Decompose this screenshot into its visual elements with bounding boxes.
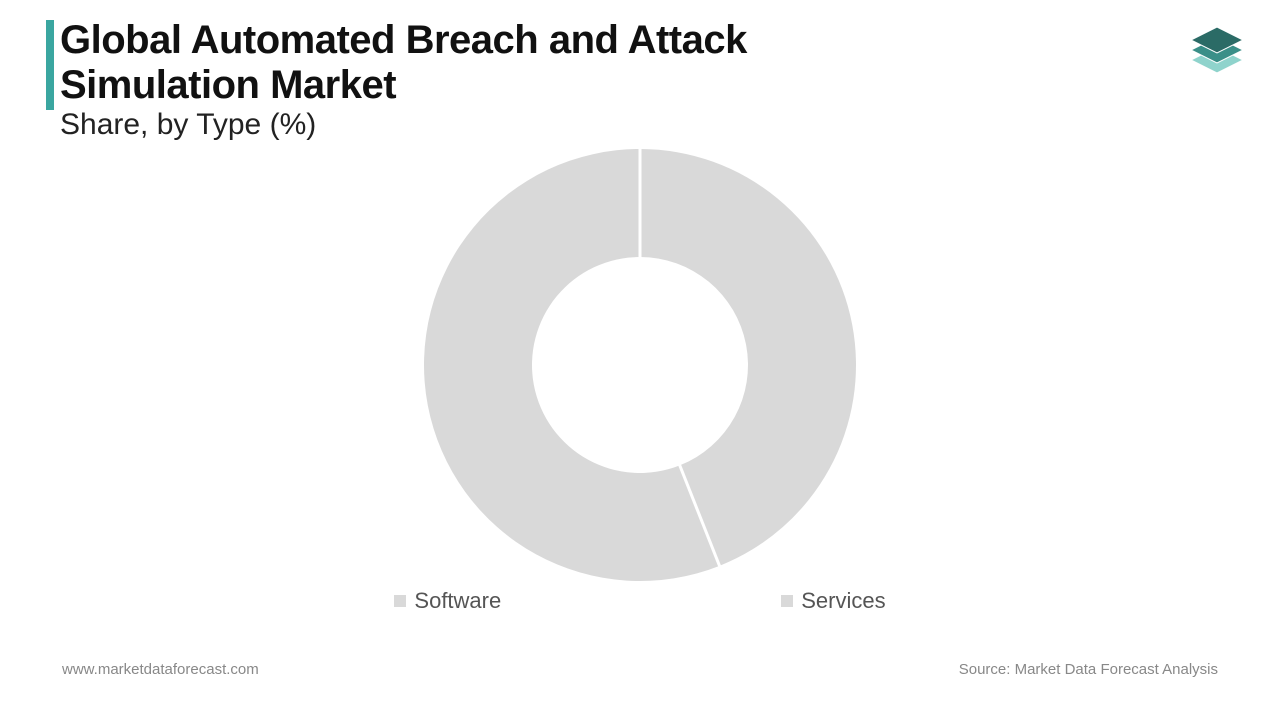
legend-item-services: Services bbox=[781, 588, 885, 614]
title-block: Global Automated Breach and Attack Simul… bbox=[46, 18, 747, 142]
legend-item-software: Software bbox=[394, 588, 501, 614]
legend-swatch-icon bbox=[781, 595, 793, 607]
legend-label: Services bbox=[801, 588, 885, 614]
title-line-1: Global Automated Breach and Attack bbox=[60, 18, 747, 62]
donut-chart bbox=[0, 145, 1280, 585]
page-title: Global Automated Breach and Attack Simul… bbox=[46, 18, 747, 108]
legend-swatch-icon bbox=[394, 595, 406, 607]
brand-logo-icon bbox=[1184, 22, 1250, 93]
footer-source: Source: Market Data Forecast Analysis bbox=[959, 661, 1218, 678]
title-line-2: Simulation Market bbox=[60, 63, 396, 107]
legend-label: Software bbox=[414, 588, 501, 614]
accent-bar bbox=[46, 20, 54, 110]
chart-legend: Software Services bbox=[0, 588, 1280, 614]
page-root: Global Automated Breach and Attack Simul… bbox=[0, 0, 1280, 720]
page-subtitle: Share, by Type (%) bbox=[46, 108, 747, 142]
footer-url: www.marketdataforecast.com bbox=[62, 661, 259, 678]
